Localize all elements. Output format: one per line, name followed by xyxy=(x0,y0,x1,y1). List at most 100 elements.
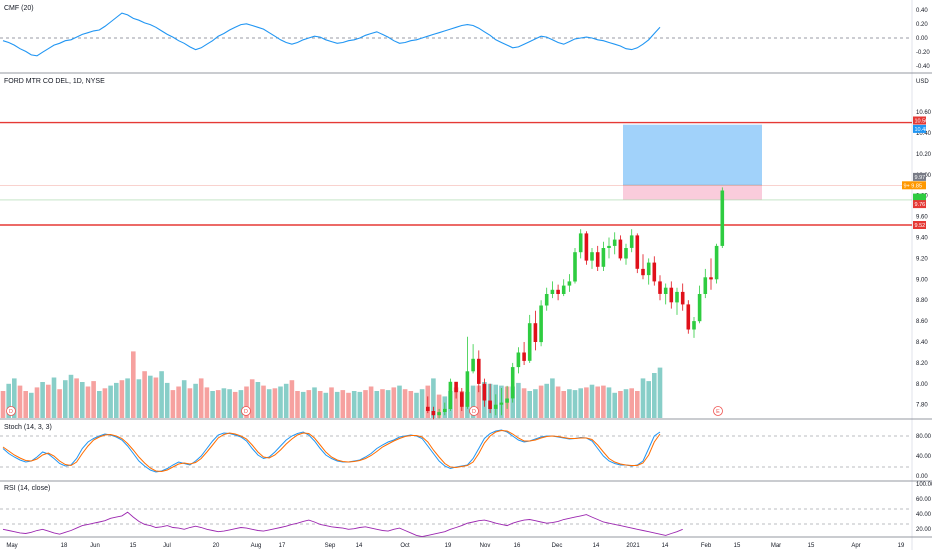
volume-bar xyxy=(346,392,351,418)
rsi-tick-label: 100.00 xyxy=(916,482,932,488)
volume-bar xyxy=(323,392,329,418)
time-axis-label: 19 xyxy=(445,543,452,549)
candle-body xyxy=(607,245,611,248)
volume-bar xyxy=(544,383,549,418)
stop-zone xyxy=(623,185,762,200)
horizontal-levels[interactable] xyxy=(0,121,912,226)
volume-bar xyxy=(17,385,23,418)
cmf-pane-title[interactable]: CMF (20) xyxy=(4,5,34,12)
time-axis-label: 2021 xyxy=(626,543,640,549)
volume-bar xyxy=(102,388,108,418)
volume-bar xyxy=(312,387,317,418)
candle-body xyxy=(493,404,498,409)
volume-bar xyxy=(142,371,147,418)
volume-bar xyxy=(97,391,102,418)
volume-bar xyxy=(232,391,238,418)
candle-body xyxy=(590,252,594,261)
volume-bar xyxy=(266,389,272,418)
volume-bar xyxy=(198,378,204,418)
rsi-line xyxy=(2,511,683,538)
cmf-tick-label: -0.20 xyxy=(916,50,930,56)
event-marker xyxy=(469,406,479,416)
volume-bar xyxy=(431,378,436,418)
time-axis[interactable]: May 18 Jun 15 Jul 20 Aug 17 Sep 14 Oct 19 Nov 16 Dec 14… xyxy=(6,543,905,549)
time-axis-label: 18 xyxy=(61,543,68,549)
position-tool[interactable] xyxy=(0,124,912,201)
volume-bar xyxy=(46,384,51,418)
candle-body xyxy=(646,262,651,276)
price-tick-label: 10.60 xyxy=(916,110,932,116)
volume-bar xyxy=(119,380,125,418)
volume-bar xyxy=(215,390,221,418)
candle-body xyxy=(448,381,453,409)
cmf-tick-label: 0.40 xyxy=(916,8,928,14)
volume-bar xyxy=(300,391,306,418)
stoch-pane-title[interactable]: Stoch (14, 3, 3) xyxy=(4,424,52,431)
event-marker xyxy=(241,406,251,416)
candle-body xyxy=(612,239,617,246)
time-axis-label: Oct xyxy=(400,543,410,549)
volume-bar xyxy=(572,390,578,418)
volume-bar xyxy=(68,374,74,418)
candle-body xyxy=(709,277,713,280)
candle-body xyxy=(482,383,487,401)
volume-bar xyxy=(385,390,391,418)
candle-body xyxy=(618,239,623,259)
candle-body xyxy=(703,277,708,294)
volume-bar xyxy=(374,391,380,418)
time-axis-label: Mar xyxy=(771,543,781,549)
volume-bar xyxy=(550,378,555,418)
volume-bar xyxy=(148,375,153,418)
event-marker xyxy=(713,406,723,416)
price-pane-title[interactable]: FORD MTR CO DEL, 1D, NYSE xyxy=(4,78,105,85)
price-tick-label: 8.80 xyxy=(916,298,928,304)
entry-price-tag-box xyxy=(913,172,926,181)
candle-body xyxy=(539,305,543,343)
time-axis-label: 17 xyxy=(279,543,286,549)
candle-body xyxy=(550,289,555,294)
candle-body xyxy=(465,371,470,407)
event-marker xyxy=(6,406,16,416)
cmf-tick-label: 0.20 xyxy=(916,22,928,28)
candle-body xyxy=(454,381,458,393)
candle-body xyxy=(629,235,634,248)
cmf-tick-label: 0.00 xyxy=(916,36,928,42)
volume-bar xyxy=(29,392,34,418)
candle-body xyxy=(697,294,702,322)
candle-body xyxy=(641,268,645,276)
time-axis-label: Nov xyxy=(480,543,491,549)
candle-body xyxy=(686,304,691,330)
volume-bar xyxy=(57,389,62,418)
rsi-pane-title[interactable]: RSI (14, close) xyxy=(4,485,50,492)
volume-bar xyxy=(351,391,357,418)
time-axis-label: 15 xyxy=(808,543,815,549)
volume-bar xyxy=(40,382,45,418)
candle-body xyxy=(505,398,509,403)
price-candles xyxy=(426,187,725,420)
rsi-tick-label: 40.00 xyxy=(916,512,932,518)
time-axis-label: 14 xyxy=(593,543,600,549)
candle-body xyxy=(714,245,719,280)
price-tick-label: 9.40 xyxy=(916,236,928,242)
volume-bar xyxy=(193,383,198,418)
price-tick-label: 9.20 xyxy=(916,256,928,262)
volume-bar xyxy=(187,388,193,418)
candle-body xyxy=(460,392,464,407)
volume-bar xyxy=(136,379,142,418)
volume-bar xyxy=(306,390,312,418)
current-price-tag-box xyxy=(902,181,926,190)
volume-bar xyxy=(170,390,176,418)
volume-bar xyxy=(408,391,414,418)
price-tick-label: 8.40 xyxy=(916,340,928,346)
volume-bar xyxy=(153,377,159,418)
volume-bar xyxy=(561,391,566,418)
cmf-tick-label: -0.40 xyxy=(916,64,930,70)
time-axis-label: Feb xyxy=(701,543,712,549)
candle-body xyxy=(443,408,447,412)
candle-body xyxy=(680,291,685,305)
candle-body xyxy=(595,252,600,267)
cmf-line xyxy=(2,12,661,57)
candle-body xyxy=(431,411,436,416)
